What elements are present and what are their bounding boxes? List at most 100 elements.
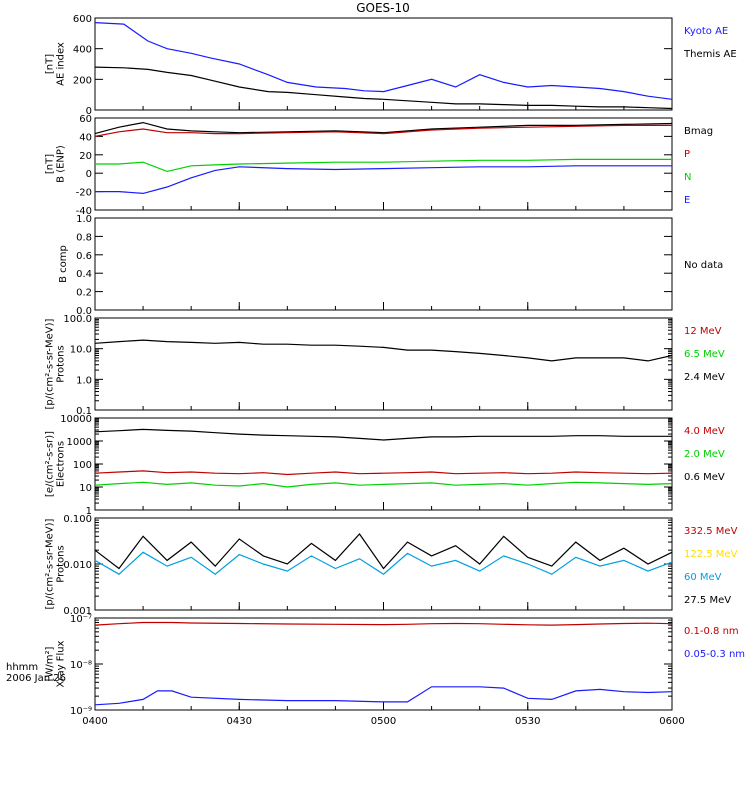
- y-tick-label: 40: [79, 132, 92, 143]
- y-tick-label: 0.100: [63, 514, 92, 525]
- y-tick-label: 0.001: [63, 606, 92, 617]
- y-tick-label: 200: [73, 75, 92, 86]
- series-line-n: [95, 158, 672, 173]
- y-tick-label: 10.0: [70, 345, 92, 356]
- x-tick-label: 0400: [82, 716, 107, 727]
- footer-hhmm: hhmm: [6, 662, 38, 673]
- panel-electrons: 1 10 100 1000 10000 Electrons[e/(cm²-s-sr)] 4.…: [45, 414, 725, 517]
- series-line-0-05-0-3-nm: [94, 686, 673, 706]
- y-tick-label: 0.0: [76, 306, 92, 317]
- legend-60-mev: 60 MeV: [684, 572, 722, 583]
- legend-2-4-mev: 2.4 MeV: [684, 372, 725, 383]
- y-axis-label: B (ENP): [56, 145, 67, 183]
- y-tick-label: 0.6: [76, 251, 92, 262]
- panel-bfield: -40 -20 0 20 40 60 B (ENP)[nT] Bmag P N E: [45, 114, 714, 217]
- y-tick-label: 0: [86, 106, 92, 117]
- y-tick-label: 10: [79, 483, 92, 494]
- legend-27-5-mev: 27.5 MeV: [684, 595, 731, 606]
- y-tick-label: 1.0: [76, 375, 92, 386]
- series-line-0-6-mev: [94, 428, 672, 441]
- legend-6-5-mev: 6.5 MeV: [684, 349, 725, 360]
- panel-bcomp: 0.0 0.2 0.4 0.6 0.8 1.0 B comp No data: [58, 214, 723, 317]
- legend-0-05-0-3-nm: 0.05-0.3 nm: [684, 649, 745, 660]
- y-tick-label: 100.0: [63, 314, 92, 325]
- series-line-2-0-mev: [94, 481, 673, 488]
- y-axis-label: [p/(cm²-s-sr-MeV)]: [45, 518, 56, 609]
- y-axis-label: Xray Flux: [56, 640, 67, 687]
- y-tick-label: 0.010: [63, 560, 92, 571]
- y-axis-label: Electrons: [56, 441, 67, 487]
- y-axis-label: [nT]: [45, 154, 56, 174]
- y-tick-label: 0.8: [76, 232, 92, 243]
- y-tick-label: 1000: [67, 437, 92, 448]
- panel-xray: 10⁻⁹ 10⁻⁸ 10⁻⁷ Xray Flux[W/m²] 0.1-0.8 nm 0.0…: [45, 614, 746, 717]
- legend-p: P: [684, 149, 690, 160]
- legend-332-5-mev: 332.5 MeV: [684, 526, 738, 537]
- panel-frame: [94, 517, 673, 611]
- panel-frame: [94, 617, 673, 711]
- y-axis-label: B comp: [58, 245, 69, 283]
- series-line-60-mev: [94, 551, 673, 575]
- panel-frame: [94, 17, 673, 111]
- y-tick-label: 0.1: [76, 406, 92, 417]
- legend-bmag: Bmag: [684, 126, 713, 137]
- legend-e: E: [684, 195, 690, 206]
- panel-frame: [94, 317, 673, 411]
- panel-frame: [94, 117, 673, 211]
- y-axis-label: [e/(cm²-s-sr)]: [45, 431, 56, 497]
- legend-kyoto-ae: Kyoto AE: [684, 26, 728, 37]
- figure-title: GOES-10: [356, 1, 410, 15]
- y-axis-label: AE index: [56, 42, 67, 86]
- legend-0-6-mev: 0.6 MeV: [684, 472, 725, 483]
- legend-122-5-mev: 122.5 MeV: [684, 549, 738, 560]
- panel-ae: 0 200 400 600 AE index[nT] Kyoto AE Themis AE: [45, 14, 737, 117]
- series-line-e: [95, 165, 672, 195]
- legend-12-mev: 12 MeV: [684, 326, 722, 337]
- no-data-label: No data: [684, 260, 723, 271]
- legend-0-1-0-8-nm: 0.1-0.8 nm: [684, 626, 739, 637]
- footer-date: 2006 Jan 26: [6, 673, 66, 684]
- series-line-0-1-0-8-nm: [94, 621, 673, 626]
- y-tick-label: 0.4: [76, 269, 92, 280]
- y-axis-label: [W/m²]: [45, 646, 56, 681]
- panel-frame: [94, 217, 673, 311]
- y-tick-label: 10⁻⁷: [70, 614, 92, 625]
- y-tick-label: 1.0: [76, 214, 92, 225]
- y-tick-label: 10000: [60, 414, 92, 425]
- y-axis-label: Protons: [56, 345, 67, 382]
- y-axis-label: Protons: [56, 545, 67, 582]
- y-tick-label: 600: [73, 14, 92, 25]
- y-tick-label: 100: [73, 460, 92, 471]
- legend-n: N: [684, 172, 691, 183]
- y-tick-label: 20: [79, 151, 92, 162]
- y-tick-label: 1: [86, 506, 92, 517]
- series-line-kyoto-ae: [94, 22, 673, 100]
- y-tick-label: 10⁻⁹: [70, 706, 92, 717]
- y-tick-label: 0.2: [76, 288, 92, 299]
- x-tick-label: 0500: [371, 716, 396, 727]
- y-axis-label: [nT]: [45, 54, 56, 74]
- y-tick-label: 400: [73, 45, 92, 56]
- panel-frame: [94, 417, 673, 511]
- panel-hiprotons: 0.001 0.010 0.100 Protons[p/(cm²-s-sr-MeV)]…: [45, 514, 738, 617]
- series-line-bmag: [94, 121, 673, 135]
- series-line-27-5-mev: [94, 533, 673, 570]
- y-tick-label: 10⁻⁸: [70, 660, 92, 671]
- x-tick-label: 0430: [227, 716, 252, 727]
- x-tick-label: 0530: [515, 716, 540, 727]
- series-line-2-4-mev: [94, 339, 673, 362]
- y-tick-label: -20: [76, 188, 92, 199]
- series-line-4-0-mev: [94, 470, 673, 476]
- legend-themis-ae: Themis AE: [683, 49, 737, 60]
- legend-4-0-mev: 4.0 MeV: [684, 426, 725, 437]
- legend-2-0-mev: 2.0 MeV: [684, 449, 725, 460]
- y-tick-label: 60: [79, 114, 92, 125]
- x-tick-label: 0600: [659, 716, 684, 727]
- panel-protons: 0.1 1.0 10.0 100.0 Protons[p/(cm²-s-sr-MeV)]…: [45, 314, 725, 417]
- series-line-themis-ae: [94, 66, 673, 110]
- x-axis-labels: 0400 0430 0500 0530 0600: [82, 716, 684, 727]
- y-axis-label: [p/(cm²-s-sr-MeV)]: [45, 318, 56, 409]
- series-line-p: [94, 124, 672, 137]
